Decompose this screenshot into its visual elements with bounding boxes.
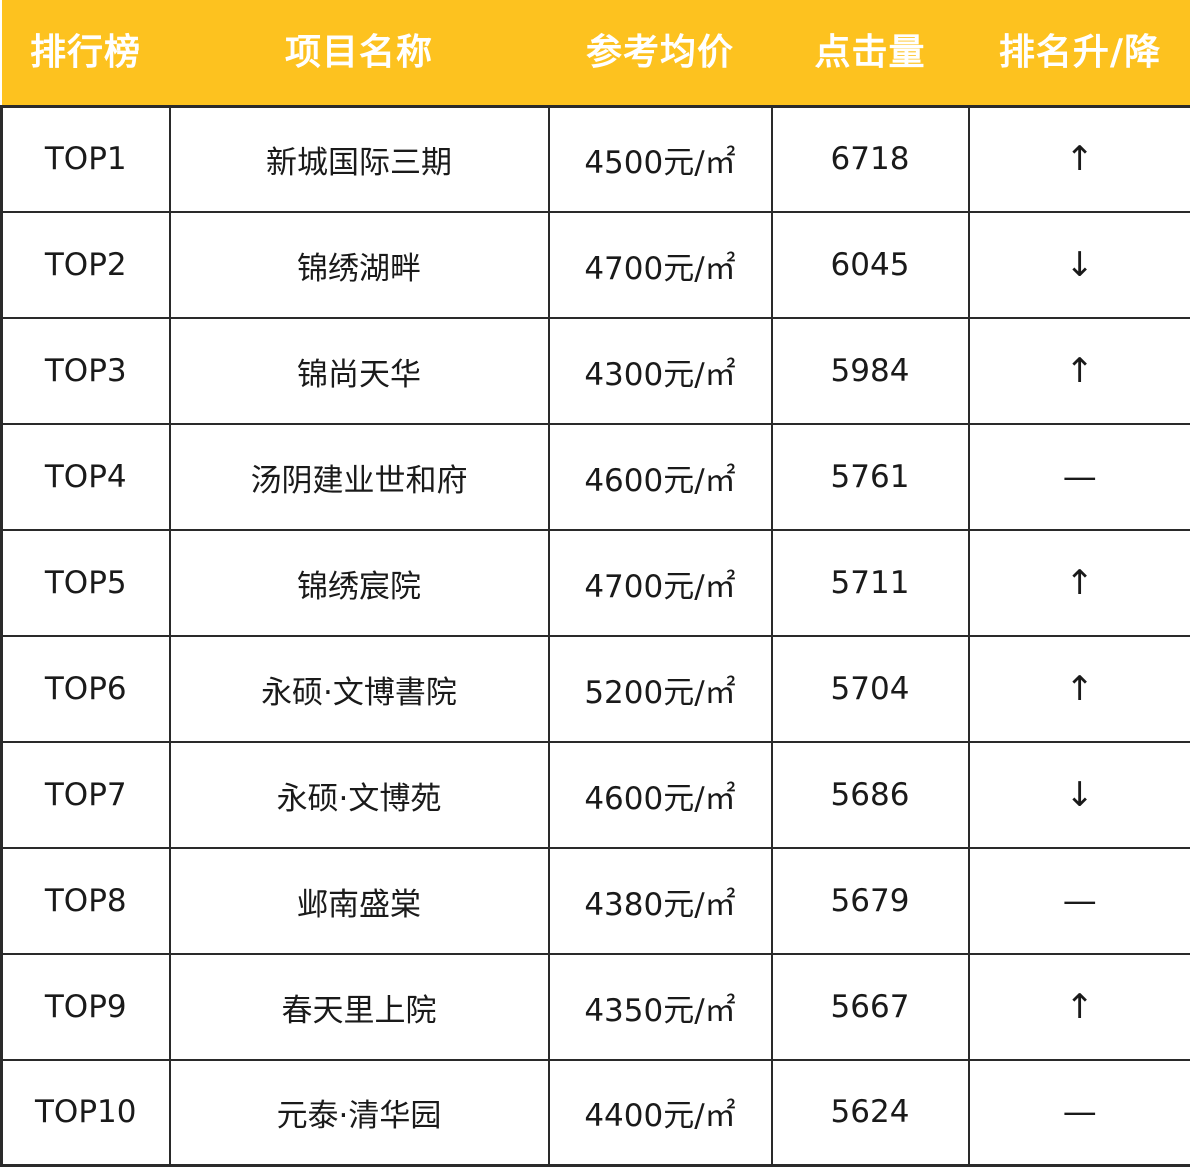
cell-rank-change: ↓ — [967, 741, 1190, 849]
cell-project-name: 春天里上院 — [168, 953, 550, 1061]
cell-clicks: 5704 — [770, 635, 970, 743]
cell-rank-change: — — [967, 1059, 1190, 1167]
cell-project-name: 元泰·清华园 — [168, 1059, 550, 1167]
table-row: TOP3 锦尚天华 4300元/㎡ 5984 ↑ — [0, 317, 1190, 425]
cell-rank: TOP8 — [0, 847, 171, 955]
header-clicks: 点击量 — [771, 0, 969, 106]
table-row: TOP8 邺南盛棠 4380元/㎡ 5679 — — [0, 847, 1190, 955]
cell-price: 4700元/㎡ — [547, 211, 773, 319]
cell-clicks: 5624 — [770, 1059, 970, 1167]
cell-project-name: 锦尚天华 — [168, 317, 550, 425]
cell-price: 4500元/㎡ — [547, 104, 773, 213]
cell-rank: TOP9 — [0, 953, 171, 1061]
cell-rank: TOP7 — [0, 741, 171, 849]
cell-clicks: 5686 — [770, 741, 970, 849]
table-row: TOP7 永硕·文博苑 4600元/㎡ 5686 ↓ — [0, 741, 1190, 849]
cell-price: 4400元/㎡ — [547, 1059, 773, 1167]
cell-project-name: 锦绣宸院 — [168, 529, 550, 637]
cell-clicks: 5711 — [770, 529, 970, 637]
cell-rank-change: — — [967, 423, 1190, 531]
cell-price: 4600元/㎡ — [547, 741, 773, 849]
cell-price: 4380元/㎡ — [547, 847, 773, 955]
cell-price: 4600元/㎡ — [547, 423, 773, 531]
table-row: TOP9 春天里上院 4350元/㎡ 5667 ↑ — [0, 953, 1190, 1061]
header-reference-price: 参考均价 — [548, 0, 772, 106]
cell-project-name: 汤阴建业世和府 — [168, 423, 550, 531]
table-header: 排行榜 项目名称 参考均价 点击量 排名升/降 — [1, 0, 1190, 106]
cell-rank-change: ↑ — [967, 529, 1190, 637]
table-body: TOP1 新城国际三期 4500元/㎡ 6718 ↑ TOP2 锦绣湖畔 470… — [0, 104, 1190, 1167]
cell-rank: TOP10 — [0, 1059, 171, 1167]
cell-project-name: 邺南盛棠 — [168, 847, 550, 955]
cell-rank-change: ↑ — [967, 104, 1190, 213]
cell-rank-change: ↑ — [967, 317, 1190, 425]
table-row: TOP4 汤阴建业世和府 4600元/㎡ 5761 — — [0, 423, 1190, 531]
cell-rank-change: ↑ — [967, 635, 1190, 743]
cell-price: 4700元/㎡ — [547, 529, 773, 637]
cell-rank-change: ↓ — [967, 211, 1190, 319]
cell-rank: TOP1 — [0, 104, 171, 213]
cell-clicks: 5984 — [770, 317, 970, 425]
cell-clicks: 5761 — [770, 423, 970, 531]
cell-project-name: 永硕·文博書院 — [168, 635, 550, 743]
cell-project-name: 永硕·文博苑 — [168, 741, 550, 849]
cell-rank: TOP3 — [0, 317, 171, 425]
cell-clicks: 6718 — [770, 104, 970, 213]
table-row: TOP5 锦绣宸院 4700元/㎡ 5711 ↑ — [0, 529, 1190, 637]
header-rank-change: 排名升/降 — [968, 0, 1190, 106]
header-row: 排行榜 项目名称 参考均价 点击量 排名升/降 — [1, 0, 1190, 106]
cell-clicks: 6045 — [770, 211, 970, 319]
table-row: TOP10 元泰·清华园 4400元/㎡ 5624 — — [0, 1059, 1190, 1167]
cell-rank-change: — — [967, 847, 1190, 955]
table-row: TOP1 新城国际三期 4500元/㎡ 6718 ↑ — [0, 104, 1190, 213]
cell-project-name: 锦绣湖畔 — [168, 211, 550, 319]
cell-clicks: 5679 — [770, 847, 970, 955]
cell-project-name: 新城国际三期 — [168, 104, 550, 213]
table-row: TOP6 永硕·文博書院 5200元/㎡ 5704 ↑ — [0, 635, 1190, 743]
cell-rank-change: ↑ — [967, 953, 1190, 1061]
cell-rank: TOP6 — [0, 635, 171, 743]
cell-price: 4350元/㎡ — [547, 953, 773, 1061]
table-row: TOP2 锦绣湖畔 4700元/㎡ 6045 ↓ — [0, 211, 1190, 319]
cell-rank: TOP5 — [0, 529, 171, 637]
cell-price: 4300元/㎡ — [547, 317, 773, 425]
cell-price: 5200元/㎡ — [547, 635, 773, 743]
cell-rank: TOP4 — [0, 423, 171, 531]
cell-rank: TOP2 — [0, 211, 171, 319]
header-rank: 排行榜 — [1, 0, 170, 106]
header-project-name: 项目名称 — [169, 0, 549, 106]
cell-clicks: 5667 — [770, 953, 970, 1061]
